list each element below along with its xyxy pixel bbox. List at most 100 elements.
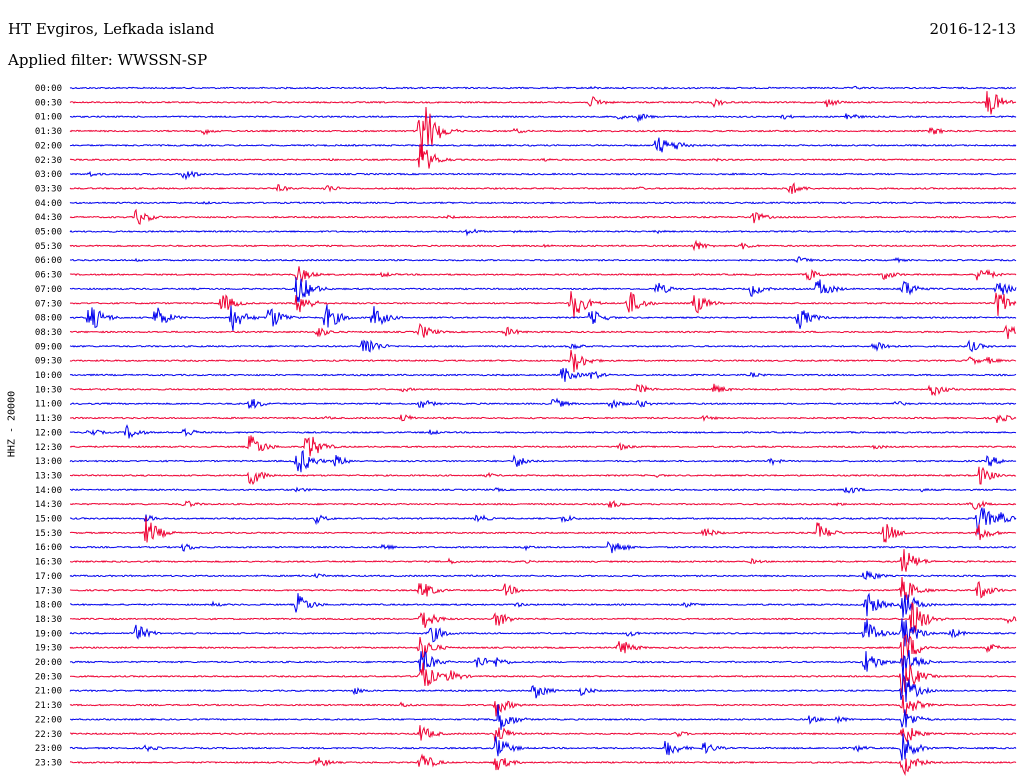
time-tick-label: 10:30 — [35, 385, 62, 395]
seismic-trace-1700 — [69, 570, 1017, 581]
time-tick-label: 19:00 — [35, 629, 62, 639]
time-tick-label: 00:00 — [35, 84, 62, 94]
seismic-trace-0630 — [69, 266, 1017, 283]
time-tick-label: 23:00 — [35, 744, 62, 754]
seismic-trace-2330 — [69, 753, 1017, 776]
time-tick-label: 17:00 — [35, 572, 62, 582]
seismic-trace-0800 — [69, 304, 1017, 331]
seismic-trace-1530 — [69, 516, 1017, 543]
seismic-trace-0330 — [69, 182, 1017, 194]
time-tick-label: 08:30 — [35, 328, 62, 338]
seismic-trace-1930 — [69, 633, 1017, 667]
time-tick-label: 20:00 — [35, 658, 62, 668]
time-tick-label: 23:30 — [35, 758, 62, 768]
time-tick-label: 16:30 — [35, 558, 62, 568]
seismic-trace-1130 — [69, 414, 1017, 424]
time-tick-label: 05:30 — [35, 242, 62, 252]
time-tick-label: 14:00 — [35, 486, 62, 496]
time-tick-label: 22:00 — [35, 715, 62, 725]
station-title: HT Evgiros, Lefkada island — [8, 20, 215, 38]
seismic-trace-0200 — [69, 137, 1017, 153]
seismic-trace-0900 — [69, 339, 1017, 353]
time-tick-label: 17:30 — [35, 586, 62, 596]
seismic-trace-0430 — [69, 208, 1017, 225]
time-tick-label: 08:00 — [35, 314, 62, 324]
seismic-trace-0130 — [69, 106, 1017, 160]
time-tick-label: 13:00 — [35, 457, 62, 467]
time-tick-label: 03:00 — [35, 170, 62, 180]
time-tick-label: 15:00 — [35, 515, 62, 525]
seismic-trace-1230 — [69, 435, 1016, 457]
time-tick-label: 04:30 — [35, 213, 62, 223]
time-tick-label: 07:00 — [35, 285, 62, 295]
time-tick-label: 13:30 — [35, 471, 62, 481]
seismic-trace-1200 — [69, 424, 1017, 439]
seismic-trace-1500 — [69, 507, 1017, 535]
seismic-trace-1630 — [70, 549, 1017, 572]
seismic-trace-2000 — [69, 650, 1016, 681]
seismic-trace-1300 — [69, 449, 1017, 473]
time-tick-label: 11:00 — [35, 400, 62, 410]
seismic-trace-1900 — [69, 618, 1017, 647]
seismic-trace-1030 — [69, 383, 1017, 397]
seismic-trace-2030 — [69, 662, 1017, 697]
seismic-trace-2200 — [69, 703, 1017, 730]
time-tick-label: 22:30 — [35, 730, 62, 740]
time-tick-label: 06:00 — [35, 256, 62, 266]
time-tick-label: 12:30 — [35, 443, 62, 453]
time-tick-label: 01:00 — [35, 113, 62, 123]
time-tick-label: 01:30 — [35, 127, 62, 137]
time-tick-label: 06:30 — [35, 271, 62, 281]
seismic-trace-1830 — [70, 601, 1017, 633]
time-tick-label: 09:00 — [35, 342, 62, 352]
time-tick-label: 04:00 — [35, 199, 62, 209]
seismic-trace-0530 — [69, 239, 1017, 252]
seismic-trace-1730 — [69, 576, 1017, 602]
seismic-trace-0930 — [69, 349, 1017, 373]
time-tick-label: 21:00 — [35, 687, 62, 697]
time-tick-label: 16:00 — [35, 543, 62, 553]
seismic-trace-0600 — [69, 255, 1017, 264]
seismic-trace-2230 — [70, 725, 1017, 743]
seismic-trace-0300 — [69, 170, 1017, 181]
seismic-trace-1800 — [70, 592, 1017, 618]
time-tick-label: 12:00 — [35, 428, 62, 438]
seismic-trace-1600 — [69, 540, 1017, 554]
seismic-trace-0030 — [69, 91, 1017, 115]
time-tick-label: 02:30 — [35, 156, 62, 166]
filter-label: Applied filter: WWSSN-SP — [8, 51, 208, 69]
date-label: 2016-12-13 — [929, 20, 1016, 38]
time-tick-label: 15:30 — [35, 529, 62, 539]
seismic-trace-2300 — [69, 733, 1017, 761]
time-tick-label: 09:30 — [35, 357, 62, 367]
seismic-trace-0100 — [69, 113, 1017, 123]
seismic-trace-2130 — [69, 694, 1017, 717]
time-tick-label: 07:30 — [35, 299, 62, 309]
time-tick-label: 05:00 — [35, 228, 62, 238]
seismic-trace-1400 — [69, 486, 1017, 494]
time-tick-label: 11:30 — [35, 414, 62, 424]
seismic-trace-0730 — [69, 291, 1017, 318]
time-tick-label: 14:30 — [35, 500, 62, 510]
seismic-trace-0000 — [69, 85, 1017, 90]
time-tick-label: 02:00 — [35, 141, 62, 151]
seismic-trace-1330 — [69, 466, 1017, 486]
time-tick-label: 00:30 — [35, 98, 62, 108]
seismic-trace-1100 — [70, 397, 1017, 409]
seismic-trace-0830 — [69, 323, 1017, 340]
time-tick-label: 20:30 — [35, 672, 62, 682]
seismic-trace-0230 — [69, 143, 1017, 169]
time-tick-label: 21:30 — [35, 701, 62, 711]
seismic-trace-2100 — [69, 673, 1017, 702]
time-tick-label: 18:00 — [35, 601, 62, 611]
seismic-trace-0400 — [69, 200, 1017, 205]
seismic-trace-0500 — [69, 228, 1017, 237]
time-tick-label: 18:30 — [35, 615, 62, 625]
seismic-trace-0700 — [69, 277, 1017, 303]
time-tick-label: 10:00 — [35, 371, 62, 381]
seismic-trace-1000 — [69, 367, 1017, 382]
seismic-trace-1430 — [70, 499, 1017, 510]
time-tick-label: 03:30 — [35, 184, 62, 194]
time-tick-label: 19:30 — [35, 644, 62, 654]
